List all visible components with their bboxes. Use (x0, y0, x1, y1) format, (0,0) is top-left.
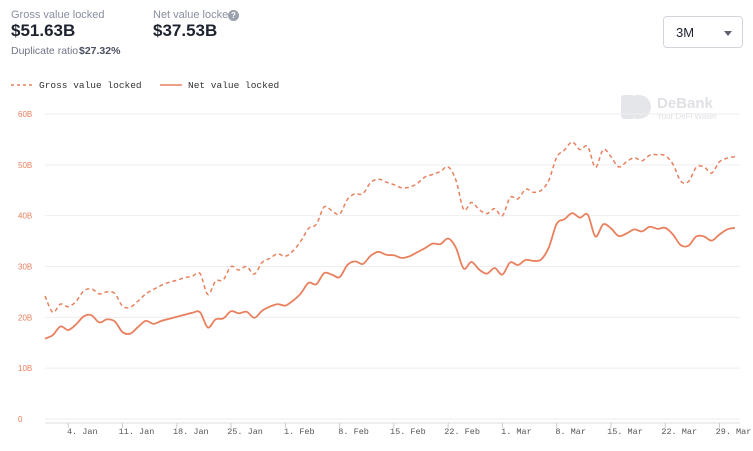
series-line-net[interactable] (44, 212, 736, 340)
legend: Gross value locked Net value locked (11, 80, 279, 91)
range-select-value: 3M (676, 25, 695, 40)
y-axis: 0 10B 20B 30B 40B 50B 60B (18, 110, 32, 424)
x-tick-label: 1. Mar (501, 427, 532, 437)
x-axis: 4. Jan 11. Jan 18. Jan 25. Jan 1. Feb 8. Feb 1… (45, 422, 752, 437)
question-icon[interactable]: ? (228, 10, 239, 21)
y-tick-label: 50B (18, 161, 32, 170)
watermark-tagline: Your DeFi Wallet (657, 112, 717, 121)
gross-value-amount: $51.63B (11, 21, 76, 40)
debank-watermark: DeBank Your DeFi Wallet (621, 95, 717, 121)
grid (45, 113, 740, 420)
x-tick-label: 22. Mar (661, 427, 697, 437)
legend-label-net: Net value locked (188, 80, 279, 91)
y-tick-label: 40B (18, 212, 32, 221)
x-tick-label: 8. Feb (338, 427, 369, 437)
y-tick-label: 0 (18, 415, 23, 424)
watermark-name: DeBank (657, 95, 714, 112)
duplicate-ratio-value: $27.32% (79, 45, 121, 57)
legend-label-gross: Gross value locked (39, 80, 142, 91)
debank-logo-icon (621, 95, 651, 119)
series-layer (44, 141, 736, 340)
y-tick-label: 30B (18, 263, 32, 272)
legend-item-gross[interactable]: Gross value locked (11, 80, 142, 91)
x-tick-label: 8. Mar (555, 427, 586, 437)
x-tick-label: 15. Feb (390, 427, 426, 437)
series-line-gross[interactable] (44, 141, 736, 314)
legend-item-net[interactable]: Net value locked (160, 80, 279, 91)
x-tick-label: 18. Jan (173, 427, 209, 437)
gross-value-label: Gross value locked (11, 9, 105, 21)
chevron-down-icon (724, 31, 732, 36)
range-select[interactable]: 3M (663, 16, 743, 48)
x-tick-label: 11. Jan (119, 427, 155, 437)
y-tick-label: 10B (18, 364, 32, 373)
x-tick-label: 15. Mar (607, 427, 643, 437)
net-value-label: Net value locked (153, 9, 235, 21)
y-tick-label: 20B (18, 313, 32, 322)
x-tick-label: 1. Feb (284, 427, 315, 437)
duplicate-ratio-label: Duplicate ratio (11, 45, 79, 57)
y-tick-label: 60B (18, 110, 32, 119)
x-tick-label: 4. Jan (67, 427, 98, 437)
x-tick-label: 25. Jan (227, 427, 263, 437)
x-tick-label: 29. Mar (716, 427, 752, 437)
net-value-amount: $37.53B (153, 21, 218, 40)
x-tick-label: 22. Feb (444, 427, 480, 437)
